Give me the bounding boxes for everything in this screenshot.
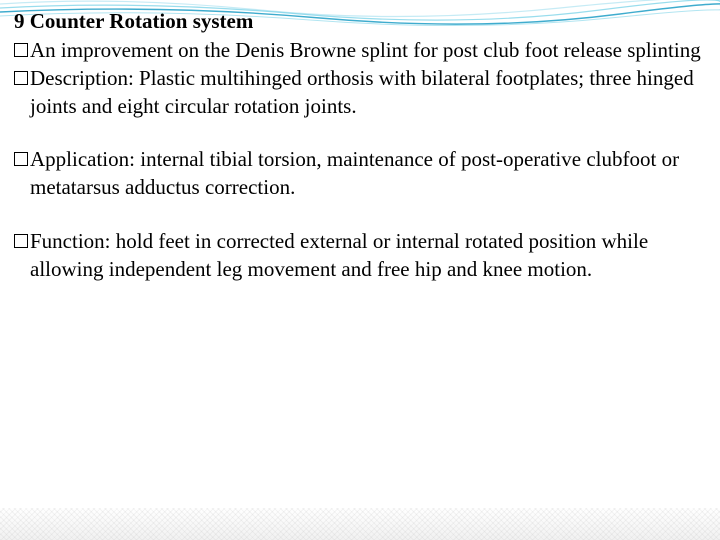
bullet-text: Description: Plastic multihinged orthosi… — [30, 65, 706, 120]
bullet-item: Description: Plastic multihinged orthosi… — [14, 65, 706, 120]
bullet-block-3: Function: hold feet in corrected externa… — [14, 228, 706, 283]
bullet-block-1: An improvement on the Denis Browne splin… — [14, 37, 706, 120]
bullet-square-icon — [14, 234, 28, 248]
bullet-item: Application: internal tibial torsion, ma… — [14, 146, 706, 201]
bullet-text: Function: hold feet in corrected externa… — [30, 228, 706, 283]
bullet-block-2: Application: internal tibial torsion, ma… — [14, 146, 706, 201]
slide-title: 9 Counter Rotation system — [14, 8, 706, 35]
bullet-square-icon — [14, 43, 28, 57]
bullet-item: An improvement on the Denis Browne splin… — [14, 37, 706, 65]
bullet-text: Application: internal tibial torsion, ma… — [30, 146, 706, 201]
bullet-item: Function: hold feet in corrected externa… — [14, 228, 706, 283]
bullet-square-icon — [14, 152, 28, 166]
bottom-texture — [0, 508, 720, 540]
slide: 9 Counter Rotation system An improvement… — [0, 0, 720, 540]
bullet-square-icon — [14, 71, 28, 85]
bullet-text: An improvement on the Denis Browne splin… — [30, 37, 706, 65]
content-area: 9 Counter Rotation system An improvement… — [14, 8, 706, 309]
